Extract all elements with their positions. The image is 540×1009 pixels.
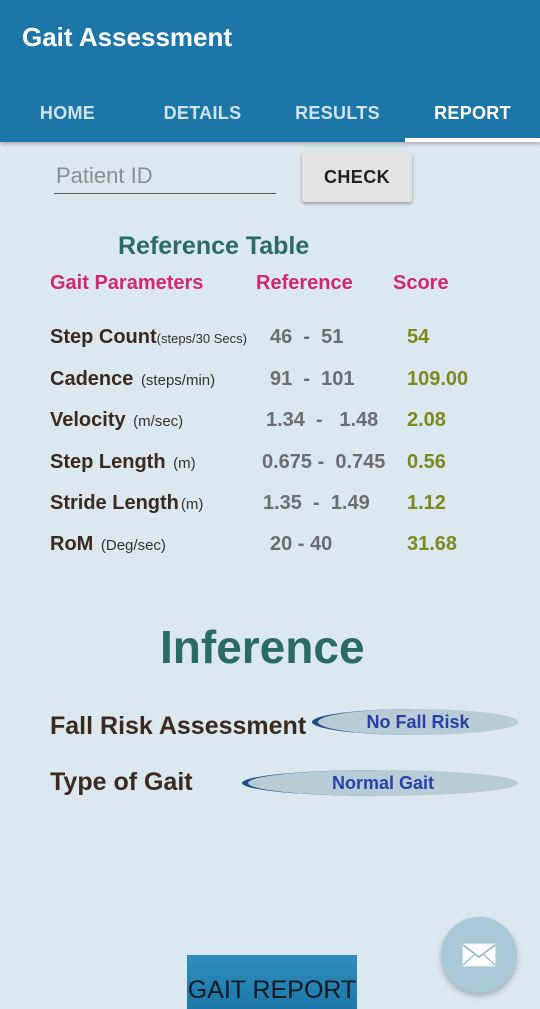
table-row: Step Length (m) 0.675 - 0.745 0.56: [0, 451, 540, 481]
mail-icon: [462, 943, 496, 967]
gait-type-label: Type of Gait: [50, 768, 193, 796]
param-reference: 46 - 51: [270, 326, 344, 348]
fall-risk-value: No Fall Risk: [312, 709, 518, 735]
header-gait-parameters: Gait Parameters: [50, 272, 204, 294]
table-row: RoM (Deg/sec) 20 - 40 31.68: [0, 533, 540, 563]
param-score: 109.00: [407, 368, 469, 390]
email-fab[interactable]: [441, 917, 517, 993]
param-reference: 1.35 - 1.49: [263, 492, 370, 514]
gait-report-button[interactable]: GAIT REPORT: [187, 955, 357, 1009]
tab-results[interactable]: RESULTS: [295, 102, 380, 123]
param-unit: (steps/min): [140, 372, 216, 389]
param-name: Cadence (steps/min): [50, 368, 216, 390]
table-row: Stride Length (m) 1.35 - 1.49 1.12: [0, 492, 540, 522]
table-row: Velocity (m/sec) 1.34 - 1.48 2.08: [0, 409, 540, 439]
param-name: Step Length (m): [50, 451, 196, 473]
param-score: 1.12: [407, 492, 446, 514]
param-unit: (m): [180, 496, 204, 513]
app-bar: Gait Assessment HOME DETAILS RESULTS REP…: [0, 0, 540, 142]
tab-details[interactable]: DETAILS: [163, 102, 242, 123]
param-unit: (m/sec): [133, 413, 184, 430]
check-button[interactable]: CHECK: [302, 152, 412, 202]
reference-table-title: Reference Table: [118, 232, 310, 260]
patient-id-input[interactable]: [54, 158, 276, 194]
header-reference: Reference: [256, 272, 353, 294]
param-name: RoM (Deg/sec): [50, 533, 166, 555]
app-title: Gait Assessment: [22, 22, 233, 52]
inference-title: Inference: [160, 621, 365, 673]
param-reference: 91 - 101: [270, 368, 355, 390]
param-unit: (Deg/sec): [100, 537, 166, 554]
param-unit: (steps/30 Secs): [156, 331, 247, 346]
param-name: Velocity (m/sec): [50, 409, 184, 431]
table-row: Cadence (steps/min) 91 - 101 109.00: [0, 368, 540, 398]
param-name: Stride Length (m): [50, 492, 204, 514]
param-score: 0.56: [407, 451, 446, 473]
param-unit: (m): [173, 455, 196, 472]
param-reference: 1.34 - 1.48: [266, 409, 379, 431]
tab-report[interactable]: REPORT: [405, 84, 540, 142]
fall-risk-label: Fall Risk Assessment: [50, 712, 307, 740]
table-row: Step Count(steps/30 Secs) 46 - 51 54: [0, 326, 540, 356]
param-reference: 0.675 - 0.745: [262, 451, 386, 473]
header-score: Score: [393, 272, 449, 294]
tab-home[interactable]: HOME: [39, 102, 96, 123]
gait-type-value: Normal Gait: [242, 770, 518, 796]
param-name: Step Count(steps/30 Secs): [50, 326, 247, 348]
param-score: 2.08: [407, 409, 446, 431]
tab-bar: HOME DETAILS RESULTS REPORT: [0, 84, 540, 142]
param-score: 31.68: [407, 533, 458, 555]
param-score: 54: [407, 326, 430, 348]
param-reference: 20 - 40: [270, 533, 333, 555]
